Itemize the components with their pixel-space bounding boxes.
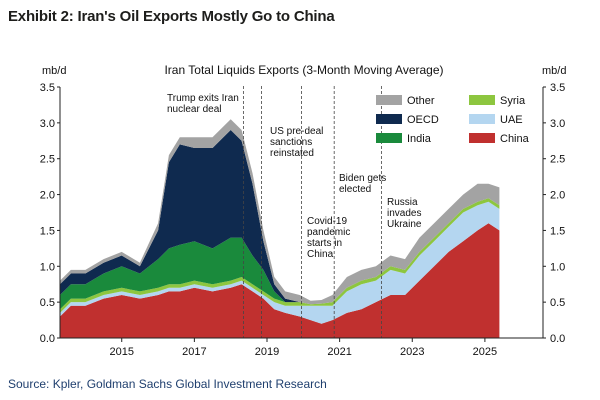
legend-swatch-oecd <box>376 114 402 124</box>
y-tick-label-right: 1.5 <box>550 225 565 237</box>
legend-swatch-syria <box>469 95 495 105</box>
y-tick-label-left: 2.5 <box>40 154 55 166</box>
y-tick-label-left: 2.0 <box>40 190 55 202</box>
y-tick-label-left: 3.0 <box>40 118 55 130</box>
legend-label-oecd: OECD <box>407 114 439 126</box>
x-tick-label: 2017 <box>182 346 206 358</box>
exhibit-title: Exhibit 2: Iran's Oil Exports Mostly Go … <box>8 8 335 25</box>
y-tick-label-left: 0.5 <box>40 297 55 309</box>
event-label-1: Trump exits Iran <box>167 93 239 104</box>
y-tick-label-right: 2.0 <box>550 190 565 202</box>
legend-label-uae: UAE <box>500 114 523 126</box>
y-tick-label-left: 0.0 <box>40 333 55 345</box>
legend-swatch-other <box>376 95 402 105</box>
x-tick-label: 2015 <box>109 346 133 358</box>
event-label-3: Covid-19 <box>307 216 347 227</box>
event-label-5: invades <box>387 208 421 219</box>
source-note: Source: Kpler, Goldman Sachs Global Inve… <box>8 377 327 391</box>
y-axis-label-left: mb/d <box>42 65 66 77</box>
legend-label-syria: Syria <box>500 95 526 107</box>
y-axis-label-right: mb/d <box>542 65 566 77</box>
event-label-3: pandemic <box>307 227 350 238</box>
y-tick-label-left: 3.5 <box>40 82 55 94</box>
legend-swatch-india <box>376 133 402 143</box>
y-tick-label-right: 0.5 <box>550 297 565 309</box>
event-label-3: China <box>307 249 334 260</box>
x-tick-label: 2019 <box>255 346 279 358</box>
legend-label-india: India <box>407 133 432 145</box>
y-tick-label-right: 1.0 <box>550 261 565 273</box>
area-oecd <box>60 130 500 305</box>
event-label-5: Ukraine <box>387 219 422 230</box>
x-tick-label: 2021 <box>327 346 351 358</box>
legend-label-other: Other <box>407 95 435 107</box>
area-india <box>60 198 500 310</box>
area-uae <box>60 201 500 324</box>
y-tick-label-left: 1.5 <box>40 225 55 237</box>
area-other <box>60 119 500 305</box>
area-syria <box>60 198 500 313</box>
y-tick-label-left: 1.0 <box>40 261 55 273</box>
chart-title: Iran Total Liquids Exports (3-Month Movi… <box>164 63 443 77</box>
event-label-4: Biden gets <box>339 173 386 184</box>
event-label-5: Russia <box>387 197 418 208</box>
y-tick-label-right: 0.0 <box>550 333 565 345</box>
legend: Other Syria OECD UAE India China <box>376 95 530 145</box>
y-tick-label-right: 3.0 <box>550 118 565 130</box>
event-label-2: US pre-deal <box>270 126 323 137</box>
axes: 0.0 0.0 0.5 0.5 1.0 1.0 1.5 1.5 2.0 2.0 2.5 2.5 3.0 3… <box>40 82 566 358</box>
legend-swatch-china <box>469 133 495 143</box>
x-tick-label: 2023 <box>400 346 424 358</box>
legend-swatch-uae <box>469 114 495 124</box>
y-tick-label-right: 2.5 <box>550 154 565 166</box>
event-label-3: starts in <box>307 238 342 249</box>
event-label-2: reinstated <box>270 148 314 159</box>
event-label-1: nuclear deal <box>167 104 221 115</box>
event-label-4: elected <box>339 184 371 195</box>
y-tick-label-right: 3.5 <box>550 82 565 94</box>
event-label-2: sanctions <box>270 137 312 148</box>
area-china <box>60 223 500 338</box>
x-tick-label: 2025 <box>473 346 497 358</box>
legend-label-china: China <box>500 133 530 145</box>
stacked-areas <box>60 119 500 338</box>
